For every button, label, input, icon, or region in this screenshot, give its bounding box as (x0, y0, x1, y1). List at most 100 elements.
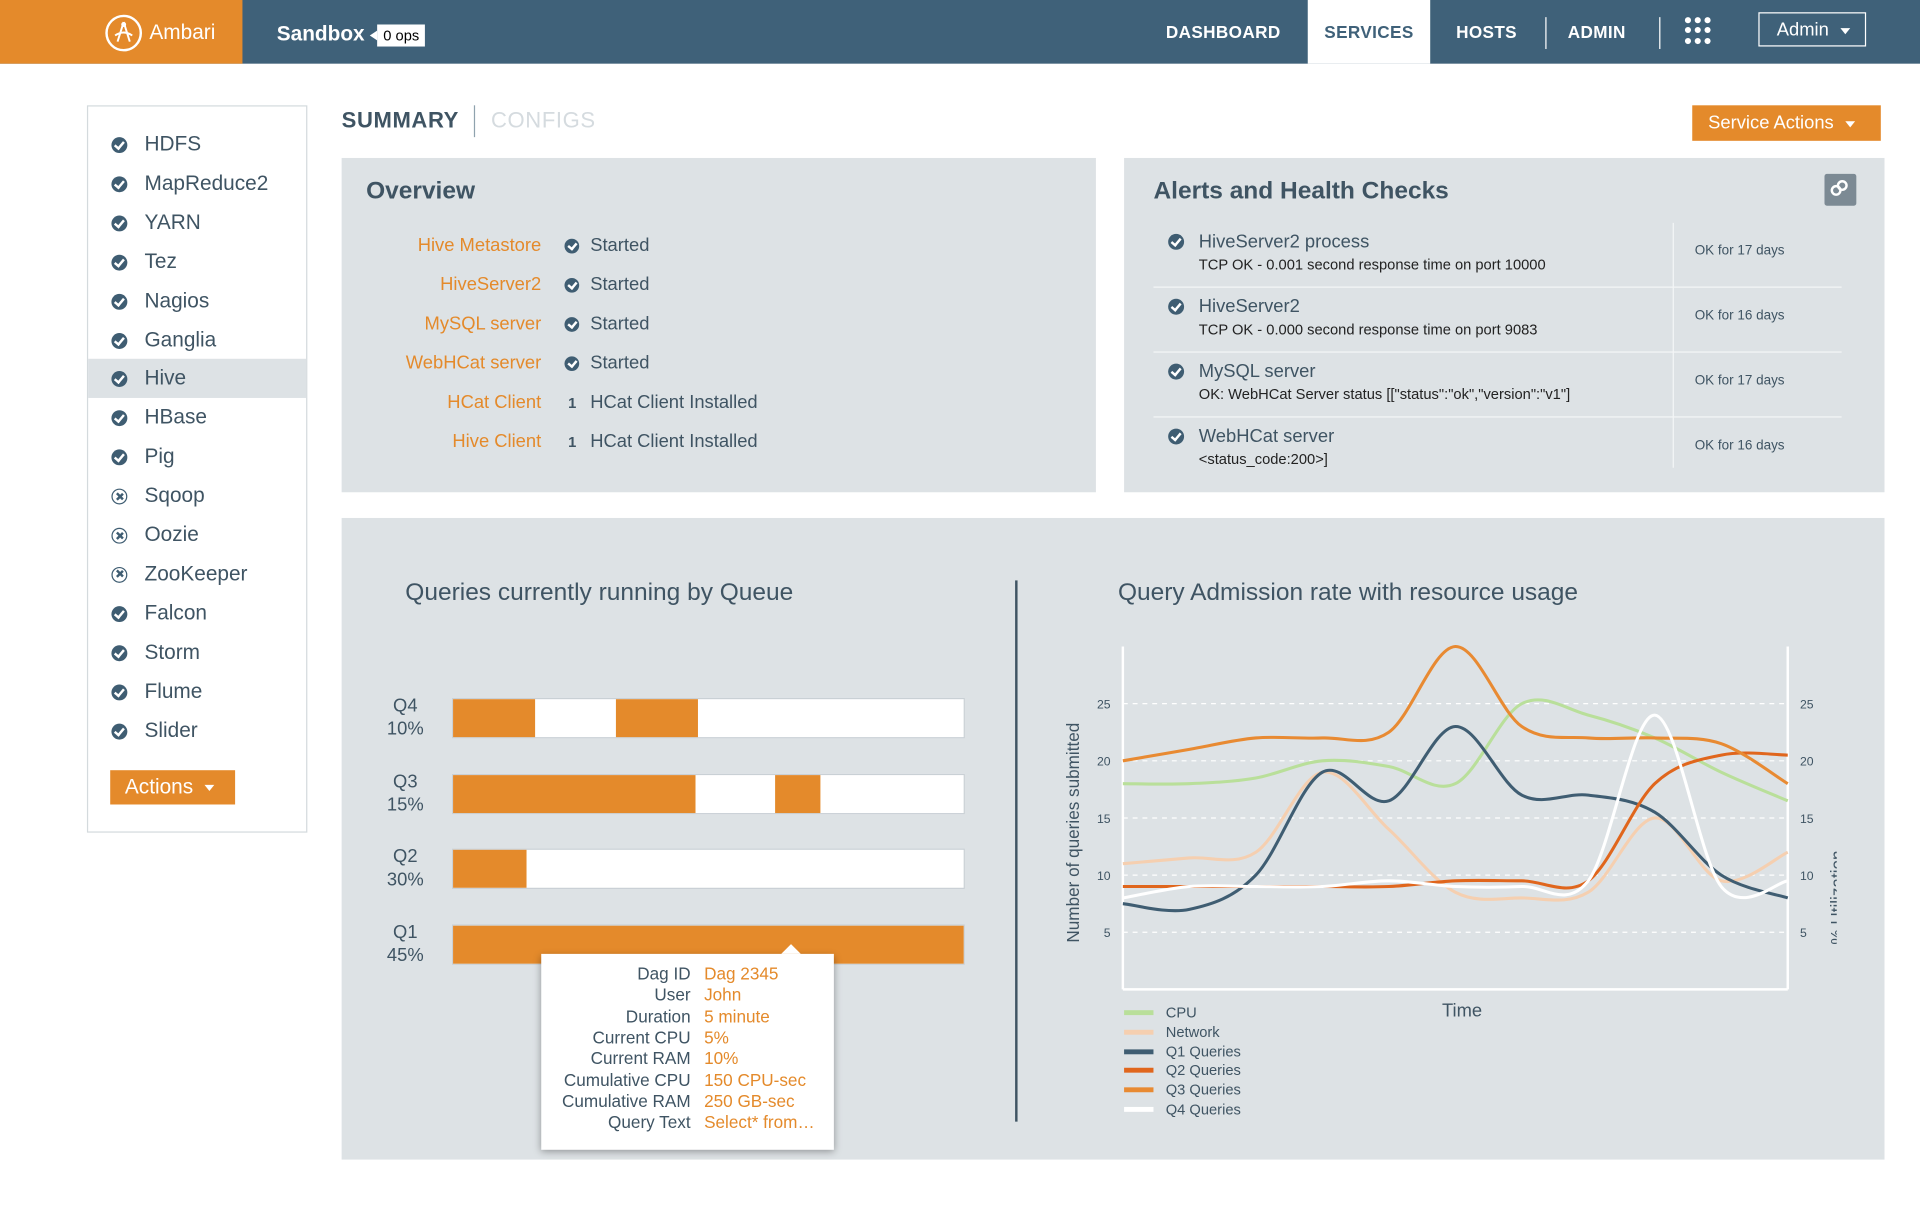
tab-summary[interactable]: SUMMARY (341, 107, 459, 133)
sidebar-item-hdfs[interactable]: HDFS (88, 125, 306, 164)
queue-name: Q3 (393, 770, 418, 792)
cluster-name[interactable]: Sandbox (276, 22, 365, 46)
sidebar-item-ganglia[interactable]: Ganglia (88, 320, 306, 359)
tab-configs[interactable]: CONFIGS (491, 107, 596, 133)
sidebar-item-hive[interactable]: Hive (88, 359, 307, 399)
queue-bar-track[interactable] (451, 697, 965, 739)
legend-item: Q4 Queries (1124, 1101, 1295, 1121)
sidebar-item-mapreduce2[interactable]: MapReduce2 (88, 164, 306, 203)
y-tick-label: 5 (1104, 926, 1111, 940)
chevron-down-icon (1844, 120, 1855, 127)
link-icon[interactable] (1824, 173, 1857, 206)
component-link[interactable]: MySQL server (424, 313, 542, 335)
sidebar-item-oozie[interactable]: Oozie (88, 516, 306, 555)
overview-panel (341, 157, 1096, 493)
legend-label: Q3 Queries (1165, 1081, 1241, 1099)
queue-percent: 15% (386, 794, 424, 815)
actions-label: Actions (124, 775, 194, 799)
sidebar-item-yarn[interactable]: YARN (88, 203, 306, 242)
legend-item: Q3 Queries (1124, 1081, 1295, 1101)
component-count: 1 (568, 394, 577, 412)
sidebar-item-sqoop[interactable]: Sqoop (88, 476, 306, 515)
sidebar-item-nagios[interactable]: Nagios (88, 281, 306, 320)
series-line-q4-queries (1122, 713, 1789, 900)
component-link[interactable]: HCat Client (447, 391, 542, 413)
sidebar-item-label: MapReduce2 (144, 171, 269, 195)
nav-hosts[interactable]: HOSTS (1456, 22, 1517, 42)
legend-swatch (1124, 1087, 1154, 1093)
sidebar-item-label: Pig (144, 444, 175, 468)
tooltip-key: Cumulative CPU (563, 1069, 691, 1090)
app-grid-icon[interactable] (1684, 17, 1712, 44)
check-circle-icon (111, 332, 128, 349)
check-circle-icon (1168, 428, 1185, 445)
alert-name: HiveServer2 process (1198, 231, 1370, 253)
component-link[interactable]: WebHCat server (405, 352, 542, 374)
nav-admin[interactable]: ADMIN (1567, 22, 1626, 42)
tooltip-key: Current RAM (590, 1048, 691, 1068)
queue-bar-segment[interactable] (453, 849, 528, 888)
sidebar-item-hbase[interactable]: HBase (88, 398, 306, 437)
component-status: Started (590, 274, 650, 296)
queue-bar-track[interactable] (451, 773, 965, 814)
actions-button[interactable]: Actions (110, 770, 236, 805)
ambari-logo-icon (105, 14, 143, 52)
service-actions-button[interactable]: Service Actions (1692, 105, 1881, 141)
sidebar-item-tez[interactable]: Tez (88, 242, 306, 281)
legend-label: CPU (1165, 1004, 1197, 1022)
sidebar-item-flume[interactable]: Flume (88, 672, 306, 711)
queue-bar-segment[interactable] (453, 774, 696, 813)
queue-bar-track[interactable] (451, 848, 965, 889)
dag-tooltip: Dag ID Dag 2345 User John Duration 5 minute Cu… (541, 944, 834, 1150)
component-link[interactable]: HiveServer2 (440, 274, 542, 296)
y-tick-label: 20 (1097, 755, 1111, 769)
tooltip-value: Dag 2345 (704, 963, 779, 984)
queue-label: Q1 45% (369, 920, 442, 967)
x-axis-label: Time (1442, 999, 1482, 1020)
sidebar-item-falcon[interactable]: Falcon (88, 594, 306, 633)
sidebar-item-label: Ganglia (144, 327, 217, 351)
nav-services[interactable]: SERVICES (1307, 0, 1431, 64)
sidebar-item-label: Nagios (144, 288, 210, 312)
service-actions-label: Service Actions (1708, 112, 1834, 134)
alert-duration: OK for 17 days (1694, 373, 1785, 389)
alert-row[interactable]: HiveServer2 process TCP OK - 0.001 second… (1153, 223, 1842, 288)
series-line-q3-queries (1122, 644, 1789, 785)
queue-name: Q2 (393, 846, 418, 867)
sidebar-item-zookeeper[interactable]: ZooKeeper (88, 555, 306, 594)
queue-bar-segment[interactable] (453, 699, 535, 738)
alert-name: MySQL server (1198, 361, 1316, 383)
tooltip-value: 5 minute (704, 1006, 770, 1026)
y-tick-label: 25 (1097, 698, 1111, 712)
ops-badge[interactable]: 0 ops (369, 24, 426, 47)
component-link[interactable]: Hive Metastore (417, 235, 542, 256)
brand-logo[interactable]: Ambari (0, 0, 243, 64)
queue-name: Q4 (393, 695, 418, 717)
queue-percent: 45% (386, 944, 424, 966)
y2-tick-label: 5 (1800, 926, 1807, 940)
queue-bar-segment[interactable] (774, 774, 821, 813)
component-link[interactable]: Hive Client (452, 431, 542, 452)
tooltip-row: Current CPU 5% (541, 1027, 834, 1048)
sidebar-item-label: Sqoop (144, 483, 205, 508)
alert-row[interactable]: WebHCat server <status_code:200>] OK for 1… (1153, 418, 1841, 483)
user-menu-button[interactable]: Admin (1758, 12, 1867, 47)
nav-dashboard[interactable]: DASHBOARD (1165, 22, 1281, 42)
sidebar-item-pig[interactable]: Pig (88, 437, 306, 476)
alert-row[interactable]: HiveServer2 TCP OK - 0.000 second respons… (1153, 288, 1842, 353)
alert-detail: <status_code:200>] (1198, 450, 1328, 468)
sidebar-item-storm[interactable]: Storm (88, 633, 306, 672)
admission-line-chart: 5 5 10 10 15 15 20 20 25 25 Number of queries subm… (1063, 644, 1837, 1020)
y-axis-label: Number of queries submitted (1063, 723, 1083, 943)
alert-name: WebHCat server (1198, 426, 1335, 447)
alert-name: HiveServer2 (1198, 296, 1300, 318)
queue-name: Q1 (393, 921, 418, 943)
queue-bar-segment[interactable] (616, 699, 699, 738)
sidebar-item-slider[interactable]: Slider (88, 711, 306, 750)
chevron-down-icon (204, 784, 214, 792)
y2-tick-label: 10 (1800, 869, 1814, 883)
sidebar-item-label: Hive (144, 366, 187, 390)
alert-row[interactable]: MySQL server OK: WebHCat Server status [[… (1153, 353, 1842, 418)
check-circle-icon (1168, 298, 1185, 315)
check-circle-icon (111, 723, 128, 739)
